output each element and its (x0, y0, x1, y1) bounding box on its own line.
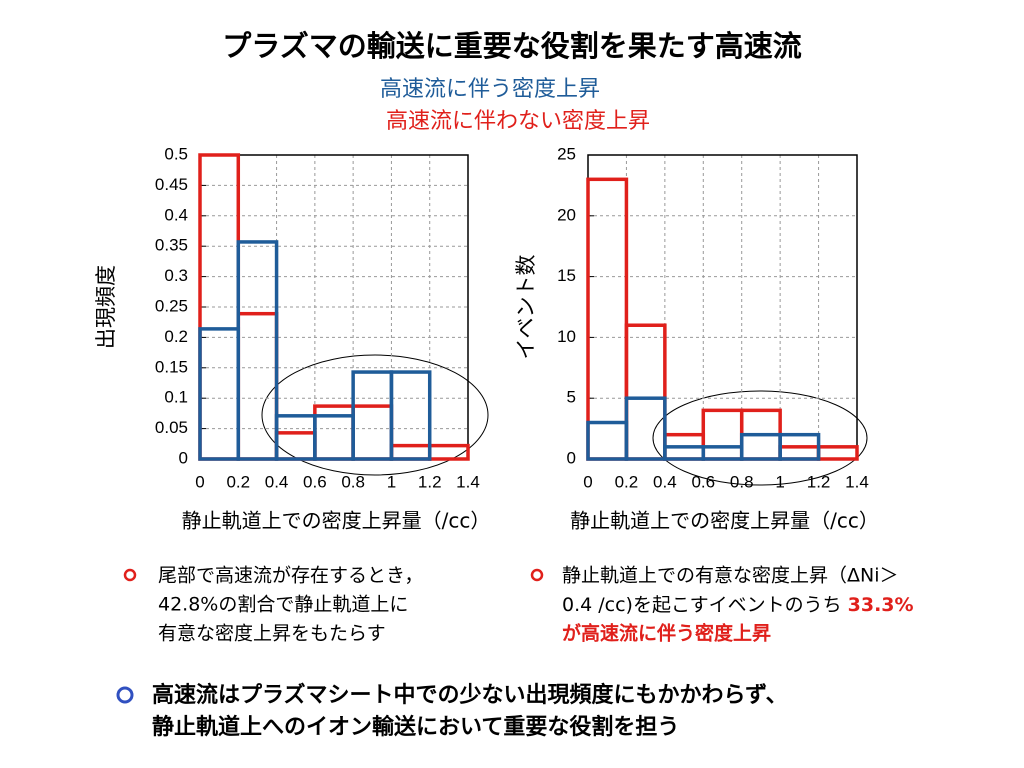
histogram-bar (701, 408, 744, 461)
x-tick-label: 0.6 (691, 472, 715, 491)
conclusion: 静止軌道上へのイオン輸送において重要な役割を担う (152, 714, 679, 740)
y-tick-label: 0.45 (155, 175, 188, 194)
x-tick-label: 1.4 (845, 472, 869, 491)
x-tick-label: 0 (583, 472, 592, 491)
x-axis-label: 静止軌道上での密度上昇量（/cc） (182, 509, 491, 533)
y-tick-label: 10 (557, 327, 576, 346)
histogram-bar (236, 311, 279, 461)
histogram-bar (816, 445, 859, 461)
bullet-text: 42.8%の割合で静止軌道上に (158, 594, 408, 616)
x-axis-label: 静止軌道上での密度上昇量（/cc） (570, 509, 879, 533)
bullet-icon (116, 686, 134, 704)
histogram-bar (274, 414, 317, 461)
y-axis-label: イベント数 (514, 255, 538, 360)
y-tick-label: 0 (179, 448, 188, 467)
histogram-bar (351, 370, 394, 461)
histogram-bar (624, 323, 667, 461)
y-tick-label: 0.05 (155, 418, 188, 437)
x-tick-label: 1.2 (418, 472, 442, 491)
x-tick-label: 1 (387, 472, 396, 491)
annotation-ellipse (652, 390, 868, 486)
histogram-bar (739, 432, 782, 461)
plot-frame (587, 154, 858, 460)
x-tick-label: 1.2 (807, 472, 831, 491)
y-tick-label: 0.15 (155, 357, 188, 376)
x-tick-label: 0.2 (615, 472, 639, 491)
histogram-bar (624, 396, 667, 461)
bullet-text: 0.4 /cc)を起こすイベントのうち (562, 594, 848, 616)
y-tick-label: 0.1 (164, 388, 188, 407)
y-axis-label: 出現頻度 (94, 265, 118, 349)
y-tick-label: 0.25 (155, 296, 188, 315)
bullet-text: 0.4 /cc)を起こすイベントのうち 33.3% (562, 594, 914, 616)
annotation-ellipse (261, 354, 489, 476)
histogram-bar (313, 404, 355, 461)
y-tick-label: 0.5 (164, 144, 188, 163)
histogram-bar (236, 240, 279, 461)
x-tick-label: 0.2 (226, 472, 250, 491)
bullet-icon (123, 568, 137, 582)
histogram-bar (778, 445, 821, 461)
bullet-icon (530, 568, 544, 582)
x-tick-label: 0.8 (341, 472, 365, 491)
x-tick-label: 1.4 (456, 472, 480, 491)
histogram-bar (198, 327, 241, 461)
title: プラズマの輸送に重要な役割を果たす高速流 (222, 29, 801, 63)
bullet-text: 静止軌道上での有意な密度上昇（ΔNi＞ (562, 565, 899, 587)
x-tick-label: 0.4 (265, 472, 289, 491)
legend-entry: 高速流に伴う密度上昇 (380, 77, 600, 102)
y-tick-label: 25 (557, 144, 576, 163)
y-tick-label: 5 (567, 388, 576, 407)
histogram-bar (778, 432, 821, 461)
y-tick-label: 20 (557, 205, 576, 224)
highlight: が高速流に伴う密度上昇 (562, 622, 771, 645)
bullet-text: 有意な密度上昇をもたらす (158, 623, 386, 645)
bullet-text: 尾部で高速流が存在するとき， (158, 565, 423, 587)
histogram-bar (389, 443, 432, 461)
x-tick-label: 0.8 (730, 472, 754, 491)
legend-entry: 高速流に伴わない密度上昇 (386, 109, 650, 134)
histogram-bar (586, 420, 629, 461)
histogram-bar (427, 443, 470, 461)
y-tick-label: 0.4 (164, 205, 188, 224)
y-tick-label: 0.2 (164, 327, 188, 346)
histogram-bar (586, 177, 629, 461)
y-tick-label: 15 (557, 266, 576, 285)
histogram-bar (351, 404, 394, 461)
x-tick-label: 0 (195, 472, 204, 491)
histogram-bar (663, 445, 706, 461)
highlight: 33.3% (848, 594, 914, 616)
x-tick-label: 0.6 (303, 472, 327, 491)
histogram-bar (701, 445, 744, 461)
y-tick-label: 0.35 (155, 236, 188, 255)
histogram-bar (313, 414, 355, 461)
x-tick-label: 1 (775, 472, 784, 491)
histogram-bar (274, 431, 317, 461)
conclusion: 高速流はプラズマシート中での少ない出現頻度にもかかわらず、 (152, 682, 788, 708)
y-tick-label: 0.3 (164, 266, 188, 285)
y-tick-label: 0 (567, 448, 576, 467)
histogram-bar (389, 370, 432, 461)
x-tick-label: 0.4 (653, 472, 677, 491)
